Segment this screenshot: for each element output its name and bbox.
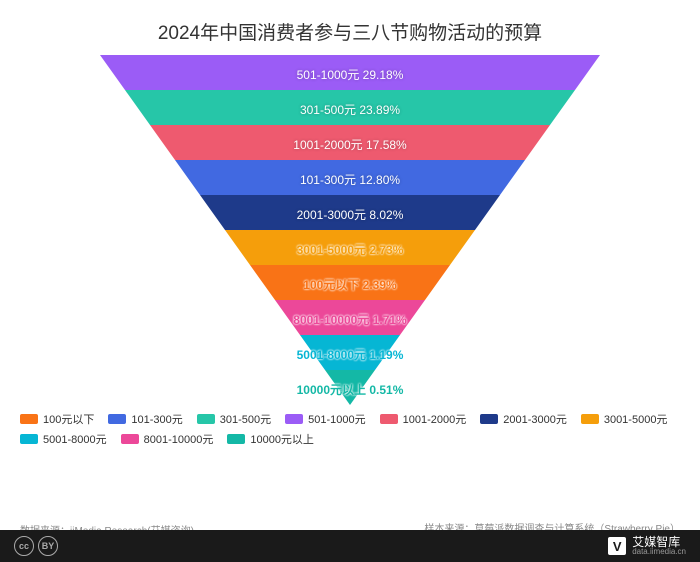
funnel-segment-label: 2001-3000元 8.02% (297, 206, 404, 223)
legend-item: 501-1000元 (285, 411, 366, 427)
brand: V 艾媒智库 data.iimedia.cn (608, 536, 686, 556)
chart-title: 2024年中国消费者参与三八节购物活动的预算 (0, 0, 700, 55)
legend-swatch (227, 434, 245, 444)
brand-url: data.iimedia.cn (632, 548, 686, 556)
legend-label: 301-500元 (220, 411, 271, 427)
funnel-segment-label: 100元以下 2.39% (303, 276, 396, 293)
funnel-segment-label: 5001-8000元 1.19% (297, 346, 404, 363)
cc-badge-icon: cc (14, 536, 34, 556)
legend-label: 100元以下 (43, 411, 94, 427)
legend-swatch (581, 414, 599, 424)
funnel-segment-label: 501-1000元 29.18% (297, 66, 404, 83)
bottom-bar: ccBY V 艾媒智库 data.iimedia.cn (0, 530, 700, 562)
funnel-chart: 501-1000元 29.18% 301-500元 23.89% 1001-2000… (100, 55, 600, 405)
legend-label: 1001-2000元 (403, 411, 467, 427)
funnel-segment-label: 8001-10000元 1.71% (293, 311, 406, 328)
legend-item: 3001-5000元 (581, 411, 668, 427)
cc-license: ccBY (14, 536, 58, 556)
legend-label: 501-1000元 (308, 411, 366, 427)
legend-swatch (285, 414, 303, 424)
cc-badge-icon: BY (38, 536, 58, 556)
legend-item: 100元以下 (20, 411, 94, 427)
funnel-segment-label: 101-300元 12.80% (300, 171, 400, 188)
legend-swatch (480, 414, 498, 424)
legend-swatch (20, 414, 38, 424)
legend-item: 101-300元 (108, 411, 182, 427)
legend-item: 301-500元 (197, 411, 271, 427)
legend-item: 10000元以上 (227, 431, 314, 447)
legend-label: 10000元以上 (250, 431, 314, 447)
brand-logo-icon: V (608, 537, 626, 555)
legend-swatch (121, 434, 139, 444)
legend-swatch (108, 414, 126, 424)
legend-item: 1001-2000元 (380, 411, 467, 427)
legend-swatch (380, 414, 398, 424)
legend-label: 3001-5000元 (604, 411, 668, 427)
legend-label: 2001-3000元 (503, 411, 567, 427)
legend-item: 2001-3000元 (480, 411, 567, 427)
legend-label: 8001-10000元 (144, 431, 214, 447)
funnel-segment-label: 1001-2000元 17.58% (293, 136, 406, 153)
legend-swatch (20, 434, 38, 444)
legend-label: 5001-8000元 (43, 431, 107, 447)
funnel-segment-label: 3001-5000元 2.73% (297, 241, 404, 258)
legend-label: 101-300元 (131, 411, 182, 427)
legend-item: 5001-8000元 (20, 431, 107, 447)
legend-swatch (197, 414, 215, 424)
funnel-segment-label: 10000元以上 0.51% (297, 381, 404, 398)
legend-item: 8001-10000元 (121, 431, 214, 447)
funnel-segment-label: 301-500元 23.89% (300, 101, 400, 118)
chart-legend: 100元以下 101-300元 301-500元 501-1000元 1001-2000… (0, 405, 700, 453)
